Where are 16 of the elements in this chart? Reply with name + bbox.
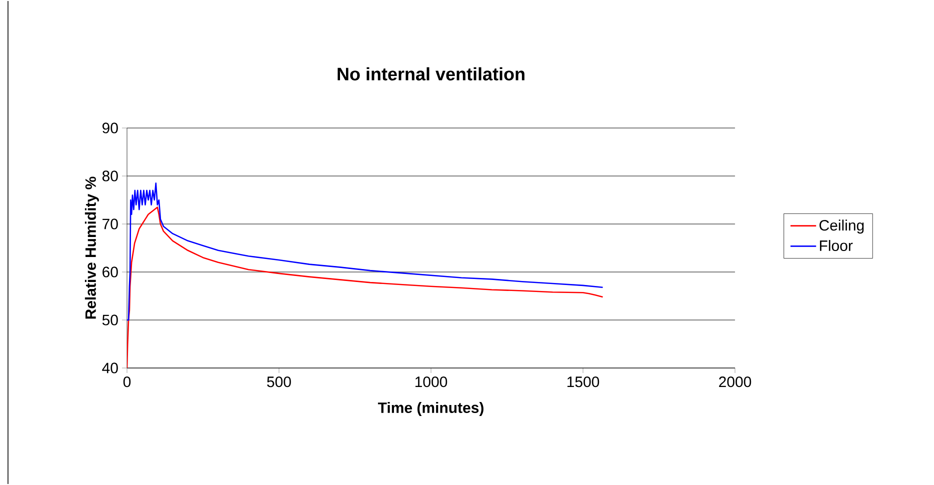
x-tick-label: 2000: [719, 376, 752, 388]
y-tick-label: 80: [102, 170, 118, 182]
x-axis-title: Time (minutes): [378, 402, 484, 416]
y-tick-label: 90: [102, 122, 118, 134]
y-tick-label: 40: [102, 362, 118, 374]
y-tick-label: 70: [102, 218, 118, 230]
y-tick-label: 50: [102, 314, 118, 326]
x-tick-label: 1000: [415, 376, 448, 388]
x-tick-label: 0: [123, 376, 131, 388]
y-axis-title: Relative Humidity %: [84, 176, 99, 319]
x-tick-label: 500: [267, 376, 291, 388]
y-tick-label: 60: [102, 266, 118, 278]
x-tick-label: 1500: [567, 376, 600, 388]
legend-label: Floor: [820, 240, 853, 252]
legend-label: Ceiling: [820, 220, 864, 234]
chart-title: No internal ventilation: [338, 67, 524, 80]
